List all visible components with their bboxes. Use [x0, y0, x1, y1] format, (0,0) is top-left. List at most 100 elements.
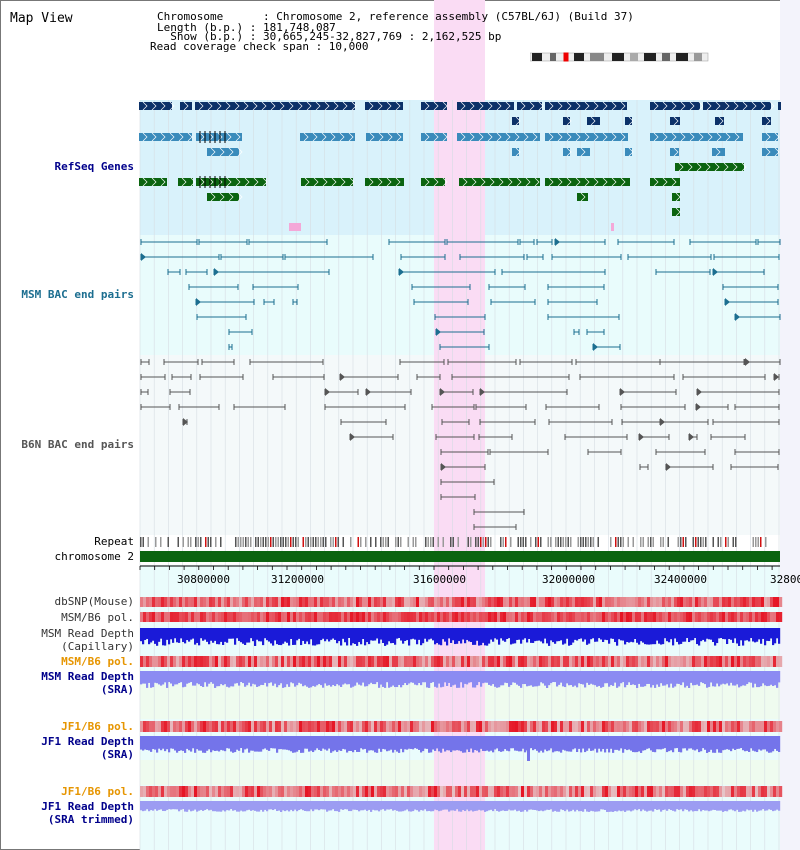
read-depth-bar [578, 736, 581, 749]
read-depth-bar [614, 801, 617, 812]
read-depth-bar [272, 671, 275, 686]
read-depth-bar [312, 801, 315, 812]
polymorphism-heat-cell [578, 597, 582, 607]
polymorphism-heat-cell [359, 612, 363, 622]
read-depth-bar [586, 671, 589, 683]
read-depth-bar [328, 801, 331, 811]
polymorphism-heat-cell [743, 721, 747, 732]
polymorphism-heat-cell [716, 721, 720, 732]
read-depth-bar [482, 628, 485, 643]
repeat-element [385, 537, 387, 547]
read-depth-bar [712, 801, 715, 810]
read-depth-bar [342, 628, 345, 639]
polymorphism-heat-cell [221, 612, 225, 622]
polymorphism-heat-cell [185, 721, 189, 732]
polymorphism-heat-cell [692, 786, 696, 797]
polymorphism-heat-cell [365, 786, 369, 797]
read-depth-bar [144, 801, 147, 811]
polymorphism-heat-cell [773, 786, 777, 797]
read-depth-bar [282, 801, 285, 811]
read-depth-bar [176, 671, 179, 685]
read-depth-bar [368, 671, 371, 685]
polymorphism-heat-cell [356, 597, 360, 607]
repeat-element [287, 537, 289, 547]
read-depth-bar [438, 801, 441, 812]
polymorphism-heat-cell [641, 721, 645, 732]
gene-strand-arrow [489, 177, 495, 187]
read-depth-bar [408, 736, 411, 749]
gene-strand-arrow [217, 132, 223, 142]
repeat-element [485, 537, 487, 547]
gene-strand-arrow [207, 101, 213, 111]
read-depth-bar [568, 801, 571, 812]
polymorphism-heat-cell [395, 597, 399, 607]
repeat-element [640, 537, 642, 547]
polymorphism-heat-cell [374, 786, 378, 797]
polymorphism-heat-cell [641, 656, 645, 667]
read-depth-bar [564, 736, 567, 751]
polymorphism-heat-cell [587, 612, 591, 622]
polymorphism-heat-cell [464, 656, 468, 667]
polymorphism-heat-cell [299, 786, 303, 797]
polymorphism-heat-cell [305, 612, 309, 622]
polymorphism-heat-cell [281, 612, 285, 622]
axis-tick-label: 32400000 [654, 573, 707, 586]
repeat-element [255, 537, 257, 547]
polymorphism-heat-cell [395, 612, 399, 622]
polymorphism-heat-cell [701, 656, 705, 667]
polymorphism-heat-cell [266, 721, 270, 732]
polymorphism-heat-cell [161, 612, 165, 622]
read-depth-bar [610, 628, 613, 639]
polymorphism-heat-cell [227, 612, 231, 622]
read-depth-bar [614, 671, 617, 683]
read-depth-bar [752, 671, 755, 688]
polymorphism-heat-cell [476, 786, 480, 797]
read-depth-bar [348, 628, 351, 639]
polymorphism-heat-cell [398, 612, 402, 622]
chromosome-ideogram[interactable] [530, 52, 710, 62]
gene-strand-arrow [469, 132, 475, 142]
read-depth-bar [666, 671, 669, 685]
polymorphism-heat-cell [779, 786, 783, 797]
polymorphism-heat-cell [317, 721, 321, 732]
read-depth-bar [598, 801, 601, 812]
polymorphism-heat-cell [152, 656, 156, 667]
gene-strand-arrow [424, 101, 430, 111]
repeat-element [557, 537, 559, 547]
polymorphism-heat-cell [551, 597, 555, 607]
read-depth-bar [570, 671, 573, 686]
read-depth-bar [176, 801, 179, 810]
read-depth-bar [274, 801, 277, 810]
read-depth-bar [168, 628, 171, 645]
gene-exon-block [207, 193, 239, 201]
polymorphism-heat-cell [482, 786, 486, 797]
read-depth-bar [550, 671, 553, 684]
read-depth-bar [548, 671, 551, 686]
read-depth-bar [744, 628, 747, 641]
polymorphism-heat-cell [272, 597, 276, 607]
read-depth-bar [382, 736, 385, 749]
repeat-element [617, 537, 619, 547]
b6n-bac-arrow [774, 373, 779, 381]
polymorphism-heat-cell [593, 656, 597, 667]
polymorphism-heat-cell [398, 721, 402, 732]
read-depth-bar [286, 736, 289, 750]
polymorphism-heat-cell [734, 597, 738, 607]
read-depth-bar [664, 671, 667, 686]
polymorphism-heat-cell [491, 612, 495, 622]
read-depth-bar [582, 671, 585, 685]
read-depth-bar [530, 736, 533, 749]
polymorphism-heat-cell [710, 597, 714, 607]
polymorphism-heat-cell [320, 656, 324, 667]
polymorphism-heat-cell [614, 786, 618, 797]
repeat-element [732, 537, 734, 547]
polymorphism-heat-cell [155, 786, 159, 797]
read-depth-bar [560, 628, 563, 641]
polymorphism-heat-cell [773, 721, 777, 732]
read-depth-bar [386, 628, 389, 645]
repeat-element [452, 537, 454, 547]
polymorphism-heat-cell [701, 786, 705, 797]
repeat-element [525, 537, 527, 547]
read-depth-bar [566, 671, 569, 684]
